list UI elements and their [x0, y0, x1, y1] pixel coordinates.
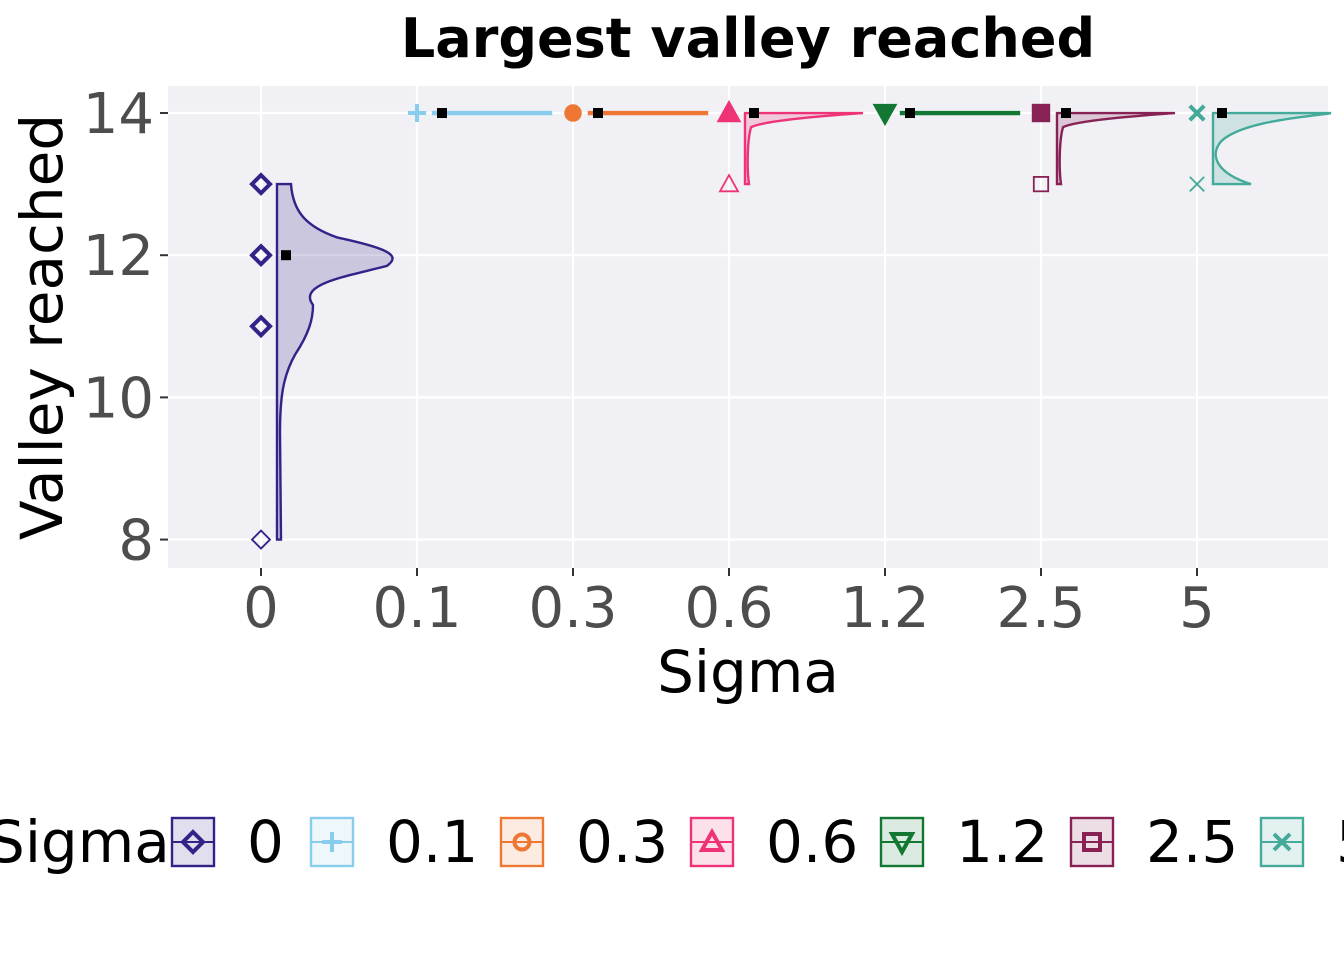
- violin-0: [275, 182, 394, 541]
- plus-marker: [322, 832, 342, 852]
- legend-label: 5: [1336, 808, 1344, 876]
- legend-label: 0.1: [386, 808, 478, 876]
- x-tick-label: 1.2: [840, 576, 929, 641]
- legend-title: Sigma: [0, 808, 170, 876]
- violin-group-5: [1211, 111, 1332, 186]
- y-axis-ticks: 8 10 12 14: [83, 82, 168, 574]
- legend-item-0.1: 0.1: [309, 808, 478, 876]
- square-marker: [1082, 832, 1102, 852]
- x-tick-label: 2.5: [996, 576, 1085, 641]
- legend-item-5: 5: [1259, 808, 1344, 876]
- x-tick-label: 0.6: [684, 576, 773, 641]
- violins: [275, 110, 1332, 541]
- violin-group-2.5: [1055, 111, 1176, 186]
- legend-label: 0.3: [576, 808, 668, 876]
- diamond-marker: [180, 829, 206, 855]
- y-tick-label: 8: [118, 509, 154, 574]
- violin-0.3: [587, 110, 709, 116]
- square-marker: [1032, 176, 1050, 193]
- triangle-up-marker: [718, 173, 740, 193]
- legend: Sigma 0 0.1 0.3 0.6 1.2 2.5 5: [0, 808, 1344, 876]
- cross-marker: [1188, 104, 1206, 122]
- diamond-marker: [249, 172, 273, 196]
- circle-marker: [564, 104, 582, 122]
- violin-5: [1211, 111, 1332, 186]
- mean-marker: [905, 108, 915, 119]
- x-tick-label: 0: [243, 576, 279, 641]
- mean-marker: [437, 108, 447, 119]
- triangle-down-marker: [888, 832, 916, 857]
- cross-marker: [1189, 176, 1205, 192]
- x-axis-ticks: 0 0.1 0.3 0.6 1.2 2.5 5: [243, 568, 1215, 641]
- mean-marker: [593, 108, 603, 119]
- legend-item-0.3: 0.3: [499, 808, 668, 876]
- violin-0.1: [431, 110, 553, 116]
- legend-item-2.5: 2.5: [1069, 808, 1238, 876]
- triangle-up-marker: [716, 99, 742, 123]
- y-tick-label: 10: [83, 366, 154, 431]
- violin-group-0.3: [587, 110, 709, 116]
- circle-marker: [512, 832, 532, 852]
- legend-label: 0: [247, 808, 284, 876]
- mean-marker: [281, 250, 291, 261]
- violin-0.6: [743, 111, 864, 186]
- legend-label: 0.6: [766, 808, 858, 876]
- square-marker: [1031, 103, 1051, 123]
- diamond-marker: [249, 314, 273, 339]
- legend-item-0: 0: [170, 808, 284, 876]
- x-tick-label: 0.3: [528, 576, 617, 641]
- mean-marker: [1061, 108, 1071, 119]
- violin-group-0.1: [431, 110, 553, 116]
- diamond-marker: [250, 529, 272, 550]
- chart-title: Largest valley reached: [401, 7, 1095, 70]
- violin-group-0.6: [743, 111, 864, 186]
- triangle-up-marker: [698, 827, 726, 852]
- y-tick-label: 12: [83, 224, 154, 289]
- mean-marker: [749, 108, 759, 119]
- legend-label: 2.5: [1146, 808, 1238, 876]
- violin-group-0: [275, 182, 394, 541]
- violin-1.2: [899, 110, 1021, 116]
- triangle-down-marker: [872, 103, 898, 127]
- cross-marker: [1272, 832, 1292, 852]
- x-tick-label: 5: [1179, 576, 1215, 641]
- legend-item-1.2: 1.2: [879, 808, 1048, 876]
- violin-2.5: [1055, 111, 1176, 186]
- x-tick-label: 0.1: [372, 576, 461, 641]
- y-tick-label: 14: [83, 82, 154, 147]
- diamond-marker: [249, 243, 273, 268]
- plus-marker: [408, 104, 426, 123]
- legend-item-0.6: 0.6: [689, 808, 858, 876]
- data-points: [249, 99, 1227, 550]
- violin-group-1.2: [899, 110, 1021, 116]
- x-axis-label: Sigma: [657, 638, 839, 706]
- y-axis-label: Valley reached: [8, 114, 76, 540]
- mean-marker: [1217, 108, 1227, 119]
- legend-label: 1.2: [956, 808, 1048, 876]
